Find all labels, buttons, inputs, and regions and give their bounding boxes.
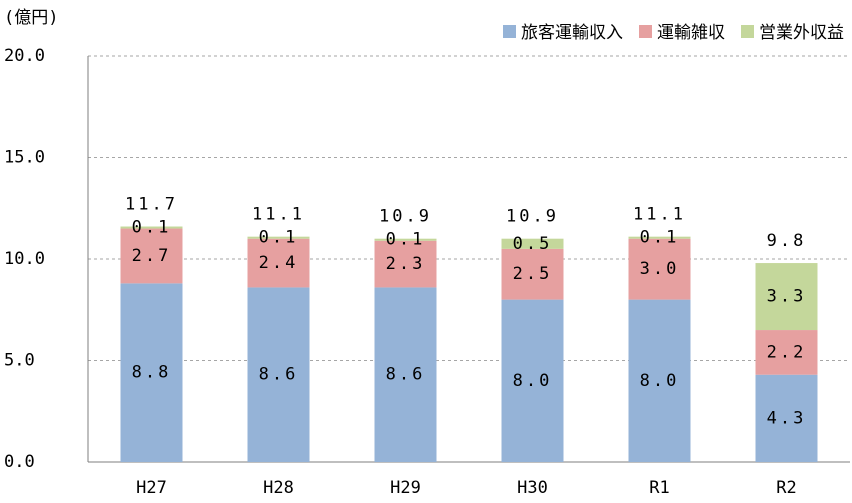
data-label: 4.3 bbox=[767, 408, 807, 428]
bar-segment bbox=[374, 238, 437, 241]
bar-segment bbox=[755, 330, 818, 375]
data-label: 2.5 bbox=[513, 264, 553, 284]
data-label: 0.1 bbox=[259, 228, 299, 248]
bar-segment bbox=[374, 287, 437, 462]
x-tick-label: H30 bbox=[517, 478, 548, 498]
data-label: 0.1 bbox=[640, 228, 680, 248]
bar-segment bbox=[120, 283, 183, 462]
data-label: 8.0 bbox=[513, 371, 553, 391]
data-label: 2.7 bbox=[132, 246, 172, 266]
x-tick-label: R1 bbox=[649, 478, 669, 498]
legend-label: 運輸雑収 bbox=[657, 23, 725, 43]
bar-segment bbox=[247, 236, 310, 239]
y-tick-label: 15.0 bbox=[4, 148, 45, 168]
x-tick-label: R2 bbox=[776, 478, 796, 498]
bar-segment bbox=[628, 238, 691, 300]
data-label: 3.3 bbox=[767, 287, 807, 307]
bar-segment bbox=[120, 226, 183, 229]
legend-label: 営業外収益 bbox=[759, 23, 844, 43]
bar-segment bbox=[755, 263, 818, 331]
bar-segment bbox=[120, 228, 183, 284]
bar-segment bbox=[247, 287, 310, 462]
bar-segment bbox=[501, 248, 564, 300]
y-tick-label: 10.0 bbox=[4, 249, 45, 269]
total-label: 11.1 bbox=[633, 205, 686, 225]
total-label: 10.9 bbox=[506, 207, 559, 227]
legend-swatch bbox=[503, 25, 516, 38]
y-axis-label: (億円) bbox=[4, 8, 58, 28]
bar-segment bbox=[755, 374, 818, 462]
data-label: 2.3 bbox=[386, 254, 426, 274]
bar-segment bbox=[628, 299, 691, 462]
legend-swatch bbox=[741, 25, 754, 38]
data-label: 3.0 bbox=[640, 259, 680, 279]
bar-segment bbox=[628, 236, 691, 239]
data-label: 2.4 bbox=[259, 253, 299, 273]
bar-segment bbox=[501, 299, 564, 462]
total-label: 10.9 bbox=[379, 207, 432, 227]
data-label: 8.6 bbox=[386, 365, 426, 385]
data-label: 8.8 bbox=[132, 363, 172, 383]
y-tick-label: 0.0 bbox=[4, 452, 35, 472]
x-tick-label: H28 bbox=[263, 478, 294, 498]
total-label: 11.1 bbox=[252, 205, 305, 225]
data-label: 0.1 bbox=[386, 230, 426, 250]
bar-segment bbox=[501, 238, 564, 249]
y-tick-label: 20.0 bbox=[4, 46, 45, 66]
total-label: 11.7 bbox=[125, 195, 178, 215]
legend-label: 旅客運輸収入 bbox=[521, 23, 623, 43]
legend-swatch bbox=[639, 25, 652, 38]
y-tick-label: 5.0 bbox=[4, 351, 35, 371]
data-label: 0.5 bbox=[513, 234, 553, 254]
data-label: 2.2 bbox=[767, 342, 807, 362]
x-tick-label: H27 bbox=[136, 478, 167, 498]
x-tick-label: H29 bbox=[390, 478, 421, 498]
data-label: 8.0 bbox=[640, 371, 680, 391]
bar-segment bbox=[374, 240, 437, 288]
data-label: 0.1 bbox=[132, 218, 172, 238]
bar-segment bbox=[247, 238, 310, 288]
total-label: 9.8 bbox=[767, 231, 807, 251]
data-label: 8.6 bbox=[259, 365, 299, 385]
